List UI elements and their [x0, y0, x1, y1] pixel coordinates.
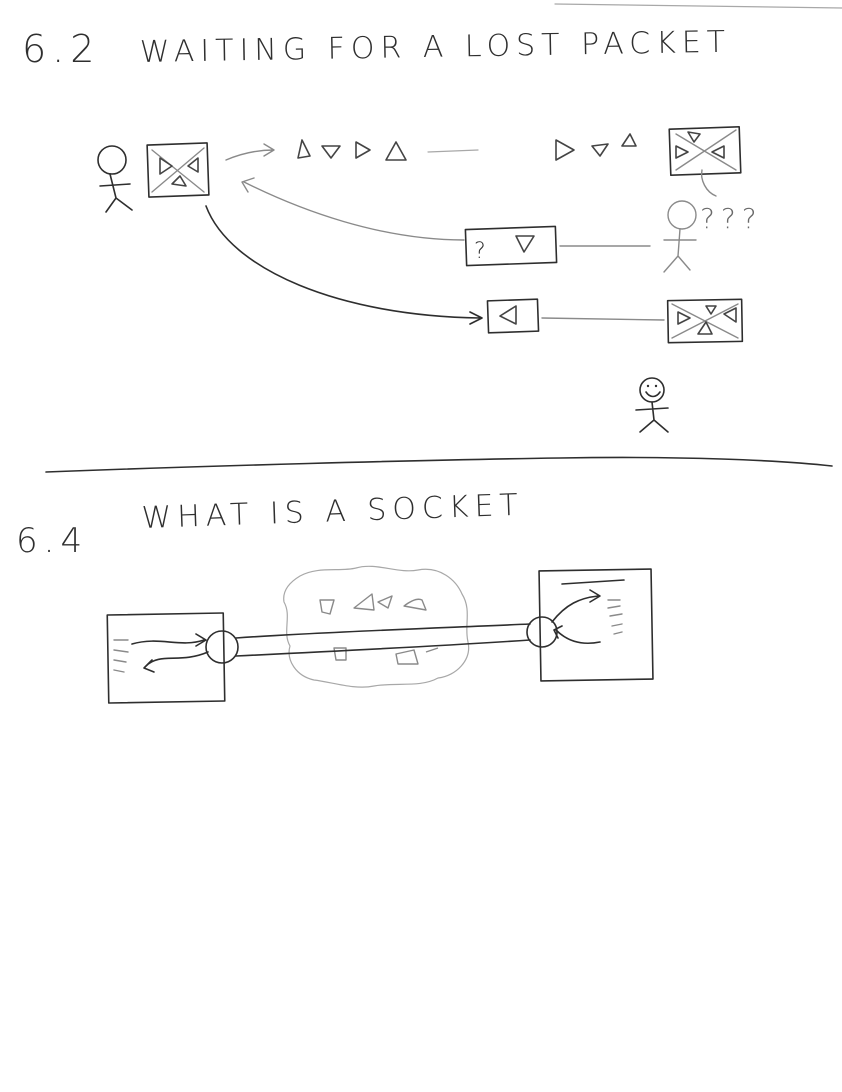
receiver-figure-icon [663, 200, 697, 273]
retransmit-box [486, 298, 540, 334]
happy-figure-icon [635, 377, 669, 433]
section-6-4-number: 6.4 [16, 521, 88, 561]
sender-figure-icon [97, 145, 133, 213]
right-host-box [538, 568, 654, 682]
connection-pipe-top [235, 623, 531, 639]
retransmit-line [541, 317, 665, 321]
ack-arrow-1 [241, 177, 465, 241]
section-6-4: 6.4 WHAT IS A SOCKET [16, 488, 654, 704]
section-6-2: 6.2 WAITING FOR A LOST PACKET [22, 25, 763, 433]
ack-box-missing: ? [464, 225, 558, 267]
top-edge-line [554, 3, 842, 9]
packet-stream [297, 133, 637, 161]
network-cloud [283, 565, 470, 688]
send-arrow [225, 143, 275, 161]
missing-packet-mark: ? [474, 239, 492, 264]
retransmit-arrow [205, 205, 483, 325]
left-socket-icon [205, 630, 239, 664]
section-divider [45, 456, 833, 473]
receiver-link-line [700, 169, 717, 197]
sender-window-box [146, 142, 210, 198]
cloud-packets [319, 593, 439, 665]
section-6-2-number: 6.2 [22, 27, 100, 71]
receiver-full-window [666, 298, 744, 344]
receiver-window-box [668, 125, 742, 177]
left-host-box [106, 612, 226, 704]
connection-pipe-bottom [235, 639, 531, 657]
section-6-2-title: WAITING FOR A LOST PACKET [140, 25, 732, 70]
question-marks: ??? [700, 202, 763, 235]
section-6-4-title: WHAT IS A SOCKET [141, 488, 524, 536]
